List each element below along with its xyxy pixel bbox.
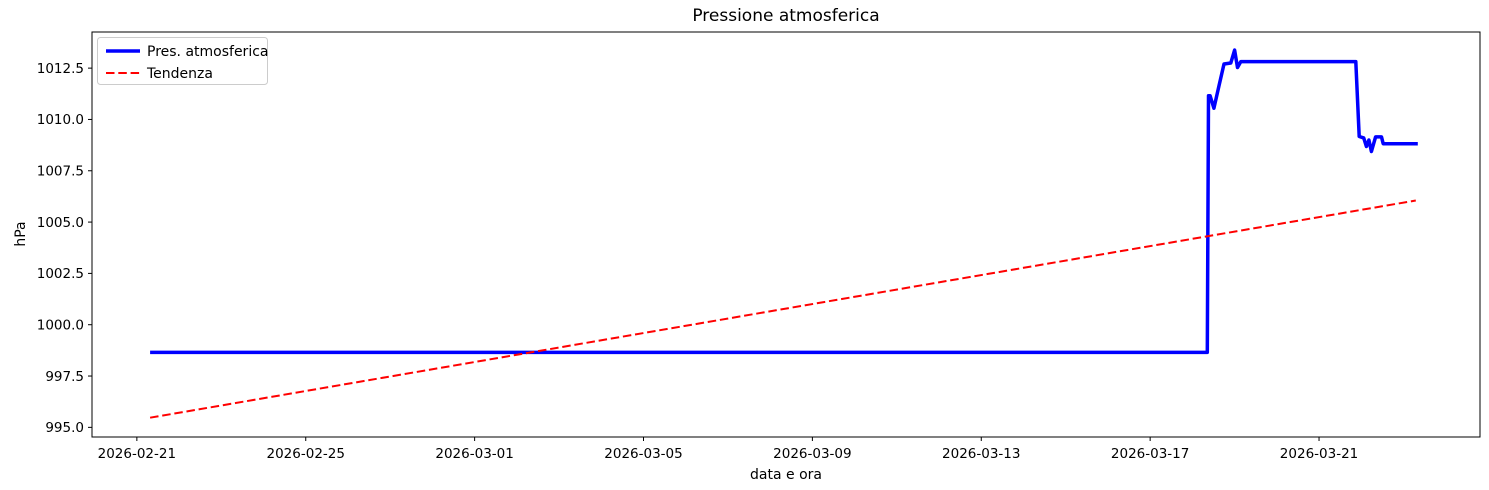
x-tick-label: 2026-03-05: [604, 446, 682, 462]
x-tick-label: 2026-03-13: [942, 446, 1020, 462]
y-tick-label: 1002.5: [37, 266, 84, 282]
x-axis-label: data e ora: [750, 467, 822, 483]
x-tick-label: 2026-03-17: [1111, 446, 1189, 462]
x-tick-label: 2026-03-01: [435, 446, 513, 462]
x-tick-label: 2026-02-25: [267, 446, 345, 462]
x-tick-label: 2026-03-09: [773, 446, 851, 462]
legend-label: Pres. atmosferica: [147, 44, 268, 60]
y-tick-label: 1005.0: [37, 215, 84, 231]
y-tick-label: 1007.5: [37, 163, 84, 179]
plot-border: [91, 31, 1481, 438]
x-tick-label: 2026-02-21: [98, 446, 176, 462]
pressure-line: [150, 48, 1418, 355]
y-tick-label: 997.5: [45, 369, 84, 385]
legend-label: Tendenza: [146, 66, 213, 82]
trend-line: [149, 199, 1416, 419]
y-tick-label: 1012.5: [37, 61, 84, 77]
x-tick-label: 2026-03-21: [1280, 446, 1358, 462]
chart-title: Pressione atmosferica: [692, 6, 880, 26]
y-tick-label: 995.0: [45, 420, 84, 436]
y-tick-label: 1000.0: [37, 317, 84, 333]
y-tick-label: 1010.0: [37, 112, 84, 128]
